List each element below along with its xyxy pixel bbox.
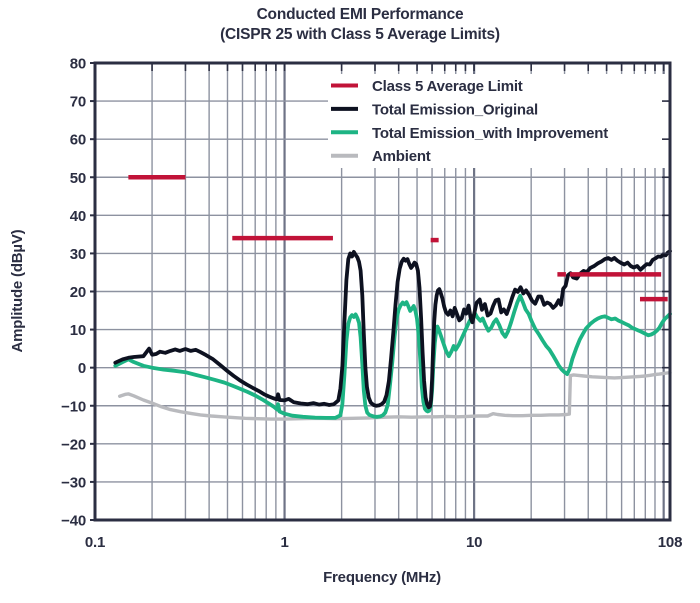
x-tick-label: 10 xyxy=(466,534,482,551)
plot-frame xyxy=(93,61,672,522)
legend-label: Total Emission_with Improvement xyxy=(372,125,608,142)
series-line-ambient xyxy=(118,370,672,421)
y-axis-title: Amplitude (dBµV) xyxy=(9,229,26,352)
plot-border xyxy=(93,61,672,522)
y-tick-label: 30 xyxy=(70,246,86,263)
x-tick-label: 1 xyxy=(280,534,288,551)
chart-title: Conducted EMI Performance xyxy=(256,6,464,23)
axis-ticks xyxy=(90,62,669,521)
legend-label: Ambient xyxy=(372,148,431,165)
y-tick-label: 70 xyxy=(70,94,86,111)
x-tick-label: 0.1 xyxy=(85,534,105,551)
axis-tick-labels: 80 70 60 50 40 30 20 10 0 −10 −20 −30 −40 0.1 1 10 108 xyxy=(61,56,682,552)
y-tick-label: 20 xyxy=(70,284,86,301)
series-line-total-emission-original xyxy=(113,249,672,410)
y-tick-label: 80 xyxy=(70,56,86,73)
y-tick-label: −30 xyxy=(61,474,86,491)
x-tick-label: 108 xyxy=(658,534,682,551)
chart-title-block: Conducted EMI Performance (CISPR 25 with… xyxy=(20,5,700,45)
chart-subtitle: (CISPR 25 with Class 5 Average Limits) xyxy=(220,26,500,43)
y-tick-label: 50 xyxy=(70,170,86,187)
limit-segments xyxy=(128,175,668,302)
y-tick-label: 40 xyxy=(70,208,86,225)
y-tick-label: 0 xyxy=(78,360,86,377)
legend-label: Class 5 Average Limit xyxy=(372,78,523,95)
legend-background xyxy=(328,74,667,168)
y-tick-label: 10 xyxy=(70,322,86,339)
data-series xyxy=(113,249,672,421)
y-tick-label: 60 xyxy=(70,132,86,149)
legend-label: Total Emission_Original xyxy=(372,101,538,118)
y-tick-label: −20 xyxy=(61,436,86,453)
series-line-total-emission-with-improvement xyxy=(113,293,672,420)
y-tick-label: −40 xyxy=(61,513,86,530)
legend: Class 5 Average Limit Total Emission_Orig… xyxy=(328,74,667,168)
y-tick-label: −10 xyxy=(61,398,86,415)
x-axis-title: Frequency (MHz) xyxy=(323,569,441,586)
